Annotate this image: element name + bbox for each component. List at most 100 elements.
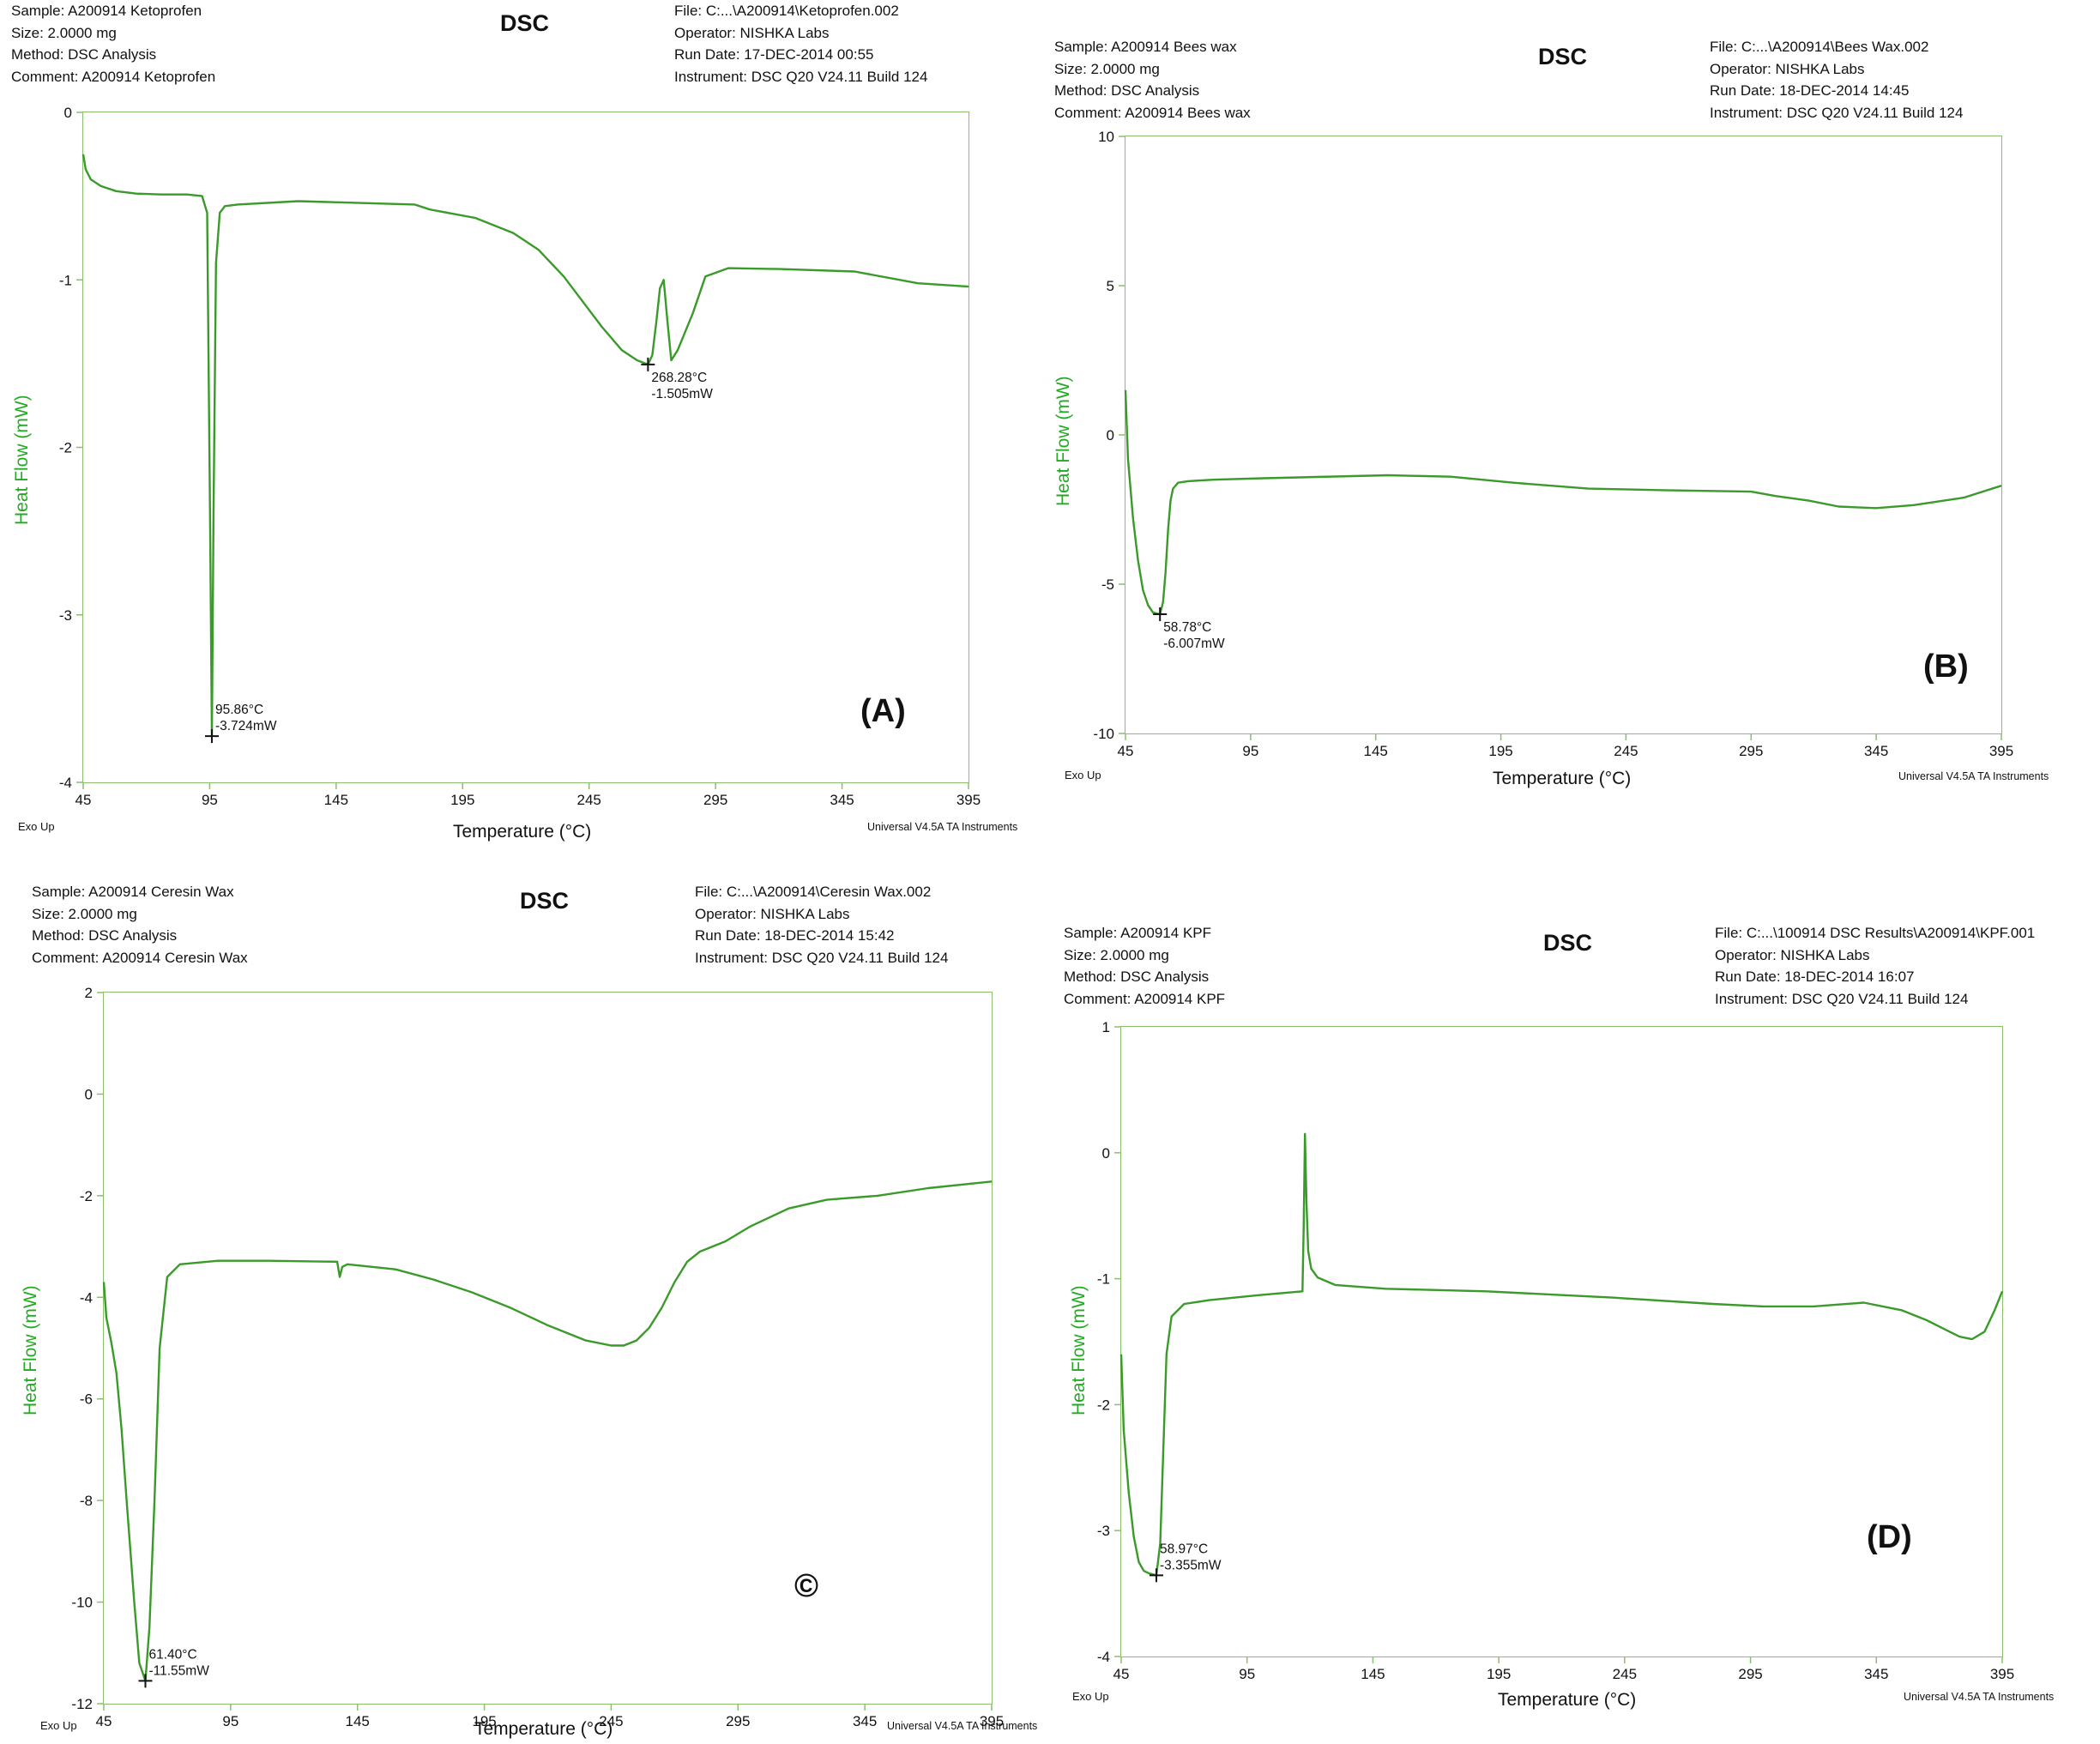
peak-annotation: 58.78°C — [1163, 620, 1211, 635]
instrument-line: Instrument: DSC Q20 V24.11 Build 124 — [1710, 104, 1964, 121]
x-tick-label: 245 — [577, 792, 601, 808]
x-tick-label: 245 — [599, 1713, 623, 1729]
y-tick-label: 0 — [1102, 1145, 1110, 1162]
peak-annotation: -3.355mW — [1160, 1558, 1222, 1572]
method-line: Method: DSC Analysis — [1054, 82, 1200, 99]
x-tick-label: 395 — [1989, 743, 2013, 759]
peak-annotation: 95.86°C — [215, 703, 263, 717]
peak-annotation: -6.007mW — [1163, 637, 1225, 651]
x-tick-label: 395 — [1990, 1666, 2014, 1682]
panel-label: (B) — [1923, 649, 1969, 685]
software-note: Universal V4.5A TA Instruments — [867, 821, 1018, 833]
y-tick-label: -3 — [59, 607, 72, 624]
y-tick-label: -12 — [71, 1696, 93, 1712]
peak-annotation: -1.505mW — [651, 387, 713, 401]
operator-line: Operator: NISHKA Labs — [1715, 946, 1870, 963]
x-tick-label: 195 — [1488, 743, 1512, 759]
panel-b: Sample: A200914 Bees wax Size: 2.0000 mg… — [1050, 26, 2100, 798]
size-line: Size: 2.0000 mg — [32, 905, 137, 922]
y-tick-label: -8 — [80, 1493, 93, 1509]
peak-annotation: -3.724mW — [215, 719, 277, 733]
x-tick-label: 395 — [980, 1713, 1004, 1729]
peak-annotation: 61.40°C — [148, 1647, 196, 1662]
x-tick-label: 45 — [75, 792, 92, 808]
panel-d: Sample: A200914 KPF Size: 2.0000 mg Meth… — [1050, 914, 2100, 1729]
y-tick-label: 1 — [1102, 1019, 1110, 1035]
comment-line: Comment: A200914 Bees wax — [1054, 104, 1251, 121]
y-tick-label: -6 — [80, 1391, 93, 1408]
x-tick-label: 295 — [1738, 1666, 1762, 1682]
x-tick-label: 95 — [1239, 1666, 1255, 1682]
comment-line: Comment: A200914 Ceresin Wax — [32, 949, 248, 966]
y-tick-label: -1 — [59, 272, 72, 288]
sample-line: Sample: A200914 Ketoprofen — [11, 3, 202, 19]
panel-label: (A) — [860, 693, 906, 729]
plot-area: 45 95 145 195 245 295 345 395 2 0 -2 -4 -6 -8 -10 -12 61… — [71, 985, 1004, 1729]
y-axis-label: Heat Flow (mW) — [1069, 1285, 1089, 1415]
dsc-title: DSC — [1543, 930, 1593, 956]
plot-area: 45 95 145 195 245 295 345 395 0 -1 -2 -3 -4 95.86°C -3… — [59, 105, 981, 808]
peak-annotation: 268.28°C — [651, 371, 707, 385]
run-date-line: Run Date: 18-DEC-2014 14:45 — [1710, 82, 1910, 99]
x-tick-label: 145 — [1361, 1666, 1385, 1682]
dsc-title: DSC — [1538, 44, 1588, 69]
panel-label: (D) — [1867, 1519, 1912, 1555]
plot-area: 45 95 145 195 245 295 345 395 10 5 0 -5 -10 58.78°C -6… — [1093, 129, 2013, 759]
x-axis-label: Temperature (°C) — [1498, 1690, 1637, 1710]
exo-up-note: Exo Up — [1072, 1690, 1109, 1703]
y-tick-label: -4 — [80, 1289, 93, 1306]
sample-line: Sample: A200914 Bees wax — [1054, 39, 1237, 55]
x-tick-label: 95 — [202, 792, 218, 808]
x-tick-label: 45 — [1113, 1666, 1130, 1682]
x-tick-label: 145 — [1364, 743, 1388, 759]
method-line: Method: DSC Analysis — [32, 927, 178, 944]
comment-line: Comment: A200914 Ketoprofen — [11, 68, 216, 85]
chart-svg: 45 95 145 195 245 295 345 395 1 0 -1 -2 -3 -4 58.97°C -… — [1097, 1019, 2014, 1682]
panel-a: Sample: A200914 Ketoprofen Size: 2.0000 … — [0, 0, 1064, 858]
chart-svg: 45 95 145 195 245 295 345 395 10 5 0 -5 -10 58.78°C -6… — [1093, 129, 2013, 759]
file-line: File: C:...\A200914\Bees Wax.002 — [1710, 39, 1929, 55]
y-tick-label: -2 — [80, 1188, 93, 1204]
heat-flow-curve — [1124, 389, 2002, 616]
y-tick-label: -4 — [1097, 1649, 1110, 1665]
x-tick-label: 45 — [1118, 743, 1134, 759]
instrument-line: Instrument: DSC Q20 V24.11 Build 124 — [695, 949, 949, 966]
x-axis-label: Temperature (°C) — [474, 1719, 613, 1739]
file-info: File: C:...\A200914\Ceresin Wax.002 Oper… — [695, 881, 948, 969]
peak-annotation: -11.55mW — [148, 1663, 209, 1678]
y-tick-label: -2 — [59, 440, 72, 456]
y-tick-label: 0 — [1107, 427, 1114, 444]
x-tick-label: 345 — [1864, 743, 1888, 759]
instrument-line: Instrument: DSC Q20 V24.11 Build 124 — [674, 68, 928, 85]
y-tick-label: -10 — [71, 1595, 93, 1611]
file-line: File: C:...\100914 DSC Results\A200914\K… — [1715, 925, 2036, 941]
run-date-line: Run Date: 17-DEC-2014 00:55 — [674, 46, 874, 63]
y-axis-label: Heat Flow (mW) — [12, 395, 32, 525]
x-axis-label: Temperature (°C) — [1493, 769, 1632, 788]
file-info: File: C:...\A200914\Bees Wax.002 Operato… — [1710, 36, 1963, 124]
method-line: Method: DSC Analysis — [1064, 969, 1210, 985]
x-tick-label: 45 — [96, 1713, 112, 1729]
x-tick-label: 345 — [853, 1713, 877, 1729]
heat-flow-curve — [1119, 1132, 2004, 1577]
run-date-line: Run Date: 18-DEC-2014 16:07 — [1715, 969, 1915, 985]
chart-svg: 45 95 145 195 245 295 345 395 2 0 -2 -4 -6 -8 -10 -12 61… — [71, 985, 1004, 1729]
x-tick-label: 95 — [1242, 743, 1258, 759]
exo-up-note: Exo Up — [18, 820, 55, 833]
sample-info: Sample: A200914 Ketoprofen Size: 2.0000 … — [11, 0, 215, 88]
x-tick-label: 195 — [450, 792, 474, 808]
instrument-line: Instrument: DSC Q20 V24.11 Build 124 — [1715, 990, 1969, 1007]
y-tick-label: -4 — [59, 775, 72, 791]
size-line: Size: 2.0000 mg — [11, 24, 117, 41]
x-tick-label: 295 — [703, 792, 727, 808]
y-tick-label: -2 — [1097, 1397, 1110, 1413]
y-tick-label: -3 — [1097, 1523, 1110, 1539]
file-info: File: C:...\A200914\Ketoprofen.002 Opera… — [674, 0, 927, 88]
run-date-line: Run Date: 18-DEC-2014 15:42 — [695, 927, 895, 944]
panel-c: Sample: A200914 Ceresin Wax Size: 2.0000… — [0, 875, 1081, 1741]
x-tick-label: 145 — [324, 792, 348, 808]
x-tick-label: 295 — [726, 1713, 750, 1729]
software-note: Universal V4.5A TA Instruments — [887, 1720, 1038, 1732]
x-tick-label: 295 — [1739, 743, 1763, 759]
operator-line: Operator: NISHKA Labs — [695, 905, 850, 922]
